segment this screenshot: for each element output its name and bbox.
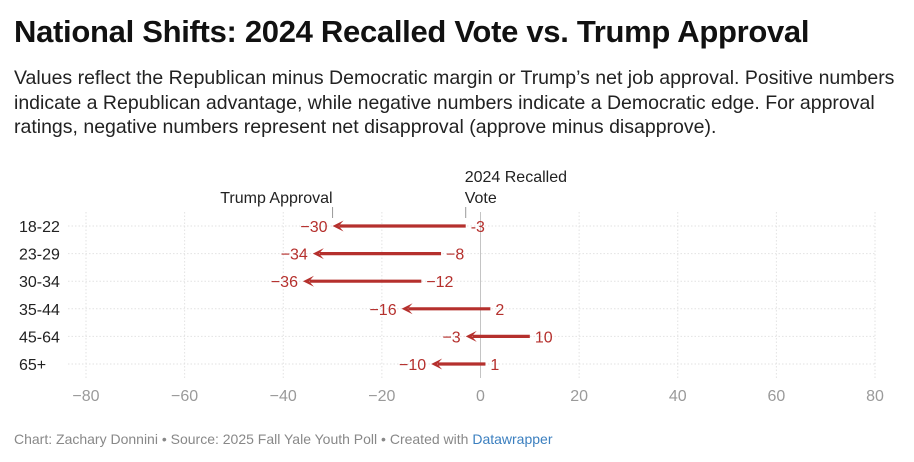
x-tick-label: −60 (171, 388, 198, 405)
x-tick-label: −80 (72, 388, 99, 405)
arrow-head (465, 330, 477, 342)
datawrapper-link[interactable]: Datawrapper (472, 431, 553, 447)
row-label: 30-34 (19, 274, 60, 291)
row-label: 35-44 (19, 302, 60, 319)
arrow-head (431, 358, 443, 370)
x-tick-label: 80 (866, 388, 884, 405)
arrow-head (332, 220, 344, 232)
row-label: 18-22 (19, 219, 60, 236)
approval-value: −34 (281, 247, 308, 264)
x-tick-label: 60 (767, 388, 785, 405)
approval-value: −3 (442, 329, 460, 346)
start-annotation-line2: Vote (465, 190, 497, 207)
recalled-vote-value: −8 (446, 247, 464, 264)
x-tick-label: 20 (570, 388, 588, 405)
approval-value: −10 (399, 357, 426, 374)
recalled-vote-value: 10 (535, 329, 553, 346)
row-label: 23-29 (19, 247, 60, 264)
end-annotation: Trump Approval (220, 190, 332, 207)
recalled-vote-value: −12 (426, 274, 453, 291)
chart-footer: Chart: Zachary Donnini • Source: 2025 Fa… (14, 431, 552, 447)
chart-subtitle: Values reflect the Republican minus Demo… (14, 67, 895, 138)
arrow-head (401, 303, 413, 315)
arrow-head (312, 248, 324, 260)
arrow-head (302, 275, 314, 287)
approval-value: −36 (271, 274, 298, 291)
recalled-vote-value: 2 (495, 302, 504, 319)
approval-value: −16 (369, 302, 396, 319)
chart-title: National Shifts: 2024 Recalled Vote vs. … (14, 14, 810, 49)
footer-credit: Chart: Zachary Donnini • Source: 2025 Fa… (14, 431, 473, 447)
x-tick-label: −40 (270, 388, 297, 405)
x-tick-label: 0 (476, 388, 485, 405)
row-label: 45-64 (19, 329, 60, 346)
x-tick-label: −20 (368, 388, 395, 405)
recalled-vote-value: 1 (490, 357, 499, 374)
x-tick-label: 40 (669, 388, 687, 405)
row-label: 65+ (19, 357, 46, 374)
approval-value: −30 (300, 219, 327, 236)
start-annotation-line1: 2024 Recalled (465, 169, 567, 186)
recalled-vote-value: -3 (471, 219, 485, 236)
